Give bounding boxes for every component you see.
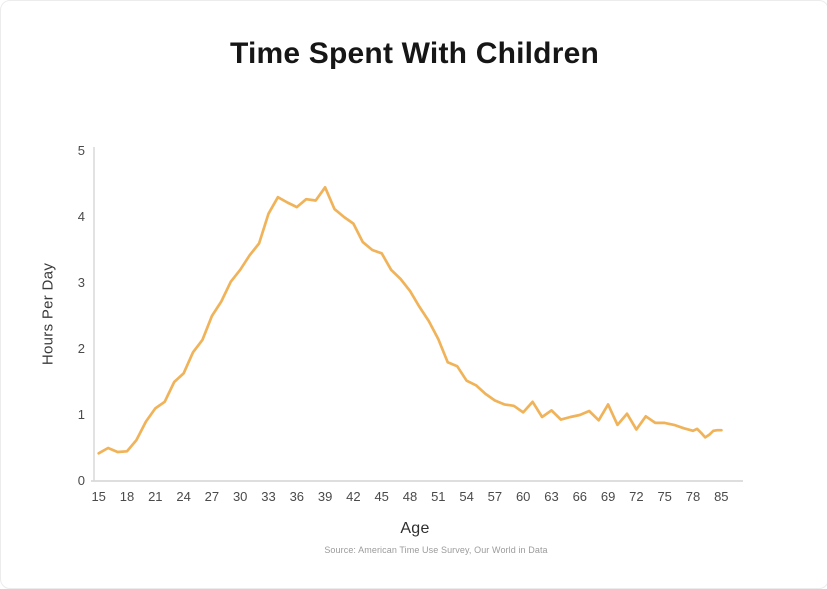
x-tick-label: 33 <box>261 489 276 504</box>
y-tick-label: 5 <box>77 143 85 158</box>
data-line-time-with-children <box>97 185 723 455</box>
x-tick-label: 18 <box>119 489 135 504</box>
y-tick-label: 1 <box>77 407 85 422</box>
x-tick-label: 15 <box>91 489 106 504</box>
x-tick-label: 27 <box>204 489 220 504</box>
x-tick-label: 66 <box>572 489 588 504</box>
x-tick-label: 63 <box>544 489 559 504</box>
y-axis-title: Hours Per Day <box>39 262 57 366</box>
y-tick-label: 3 <box>77 275 85 290</box>
y-tick-label: 0 <box>77 473 85 488</box>
x-tick-label: 69 <box>600 489 616 504</box>
x-tick-label: 60 <box>515 489 531 504</box>
x-tick-label: 51 <box>431 489 446 504</box>
x-tick-label: 54 <box>459 489 474 504</box>
x-tick-label: 30 <box>232 489 248 504</box>
x-tick-label: 39 <box>317 489 333 504</box>
source-attribution: Source: American Time Use Survey, Our Wo… <box>324 545 548 555</box>
x-tick-label: 42 <box>346 489 361 504</box>
x-tick-label: 57 <box>487 489 503 504</box>
x-axis-title: Age <box>400 520 430 537</box>
x-tick-label: 36 <box>289 489 305 504</box>
x-tick-label: 75 <box>657 489 672 504</box>
y-tick-label: 2 <box>77 341 85 356</box>
chart-title: Time Spent With Children <box>230 37 599 70</box>
y-tick-label: 4 <box>77 209 85 224</box>
x-tick-label: 48 <box>402 489 418 504</box>
x-tick-label: 78 <box>685 489 701 504</box>
x-tick-label: 21 <box>148 489 163 504</box>
x-tick-label: 45 <box>374 489 389 504</box>
x-tick-label: 85 <box>714 489 729 504</box>
x-tick-label: 72 <box>629 489 644 504</box>
x-tick-label: 24 <box>176 489 191 504</box>
